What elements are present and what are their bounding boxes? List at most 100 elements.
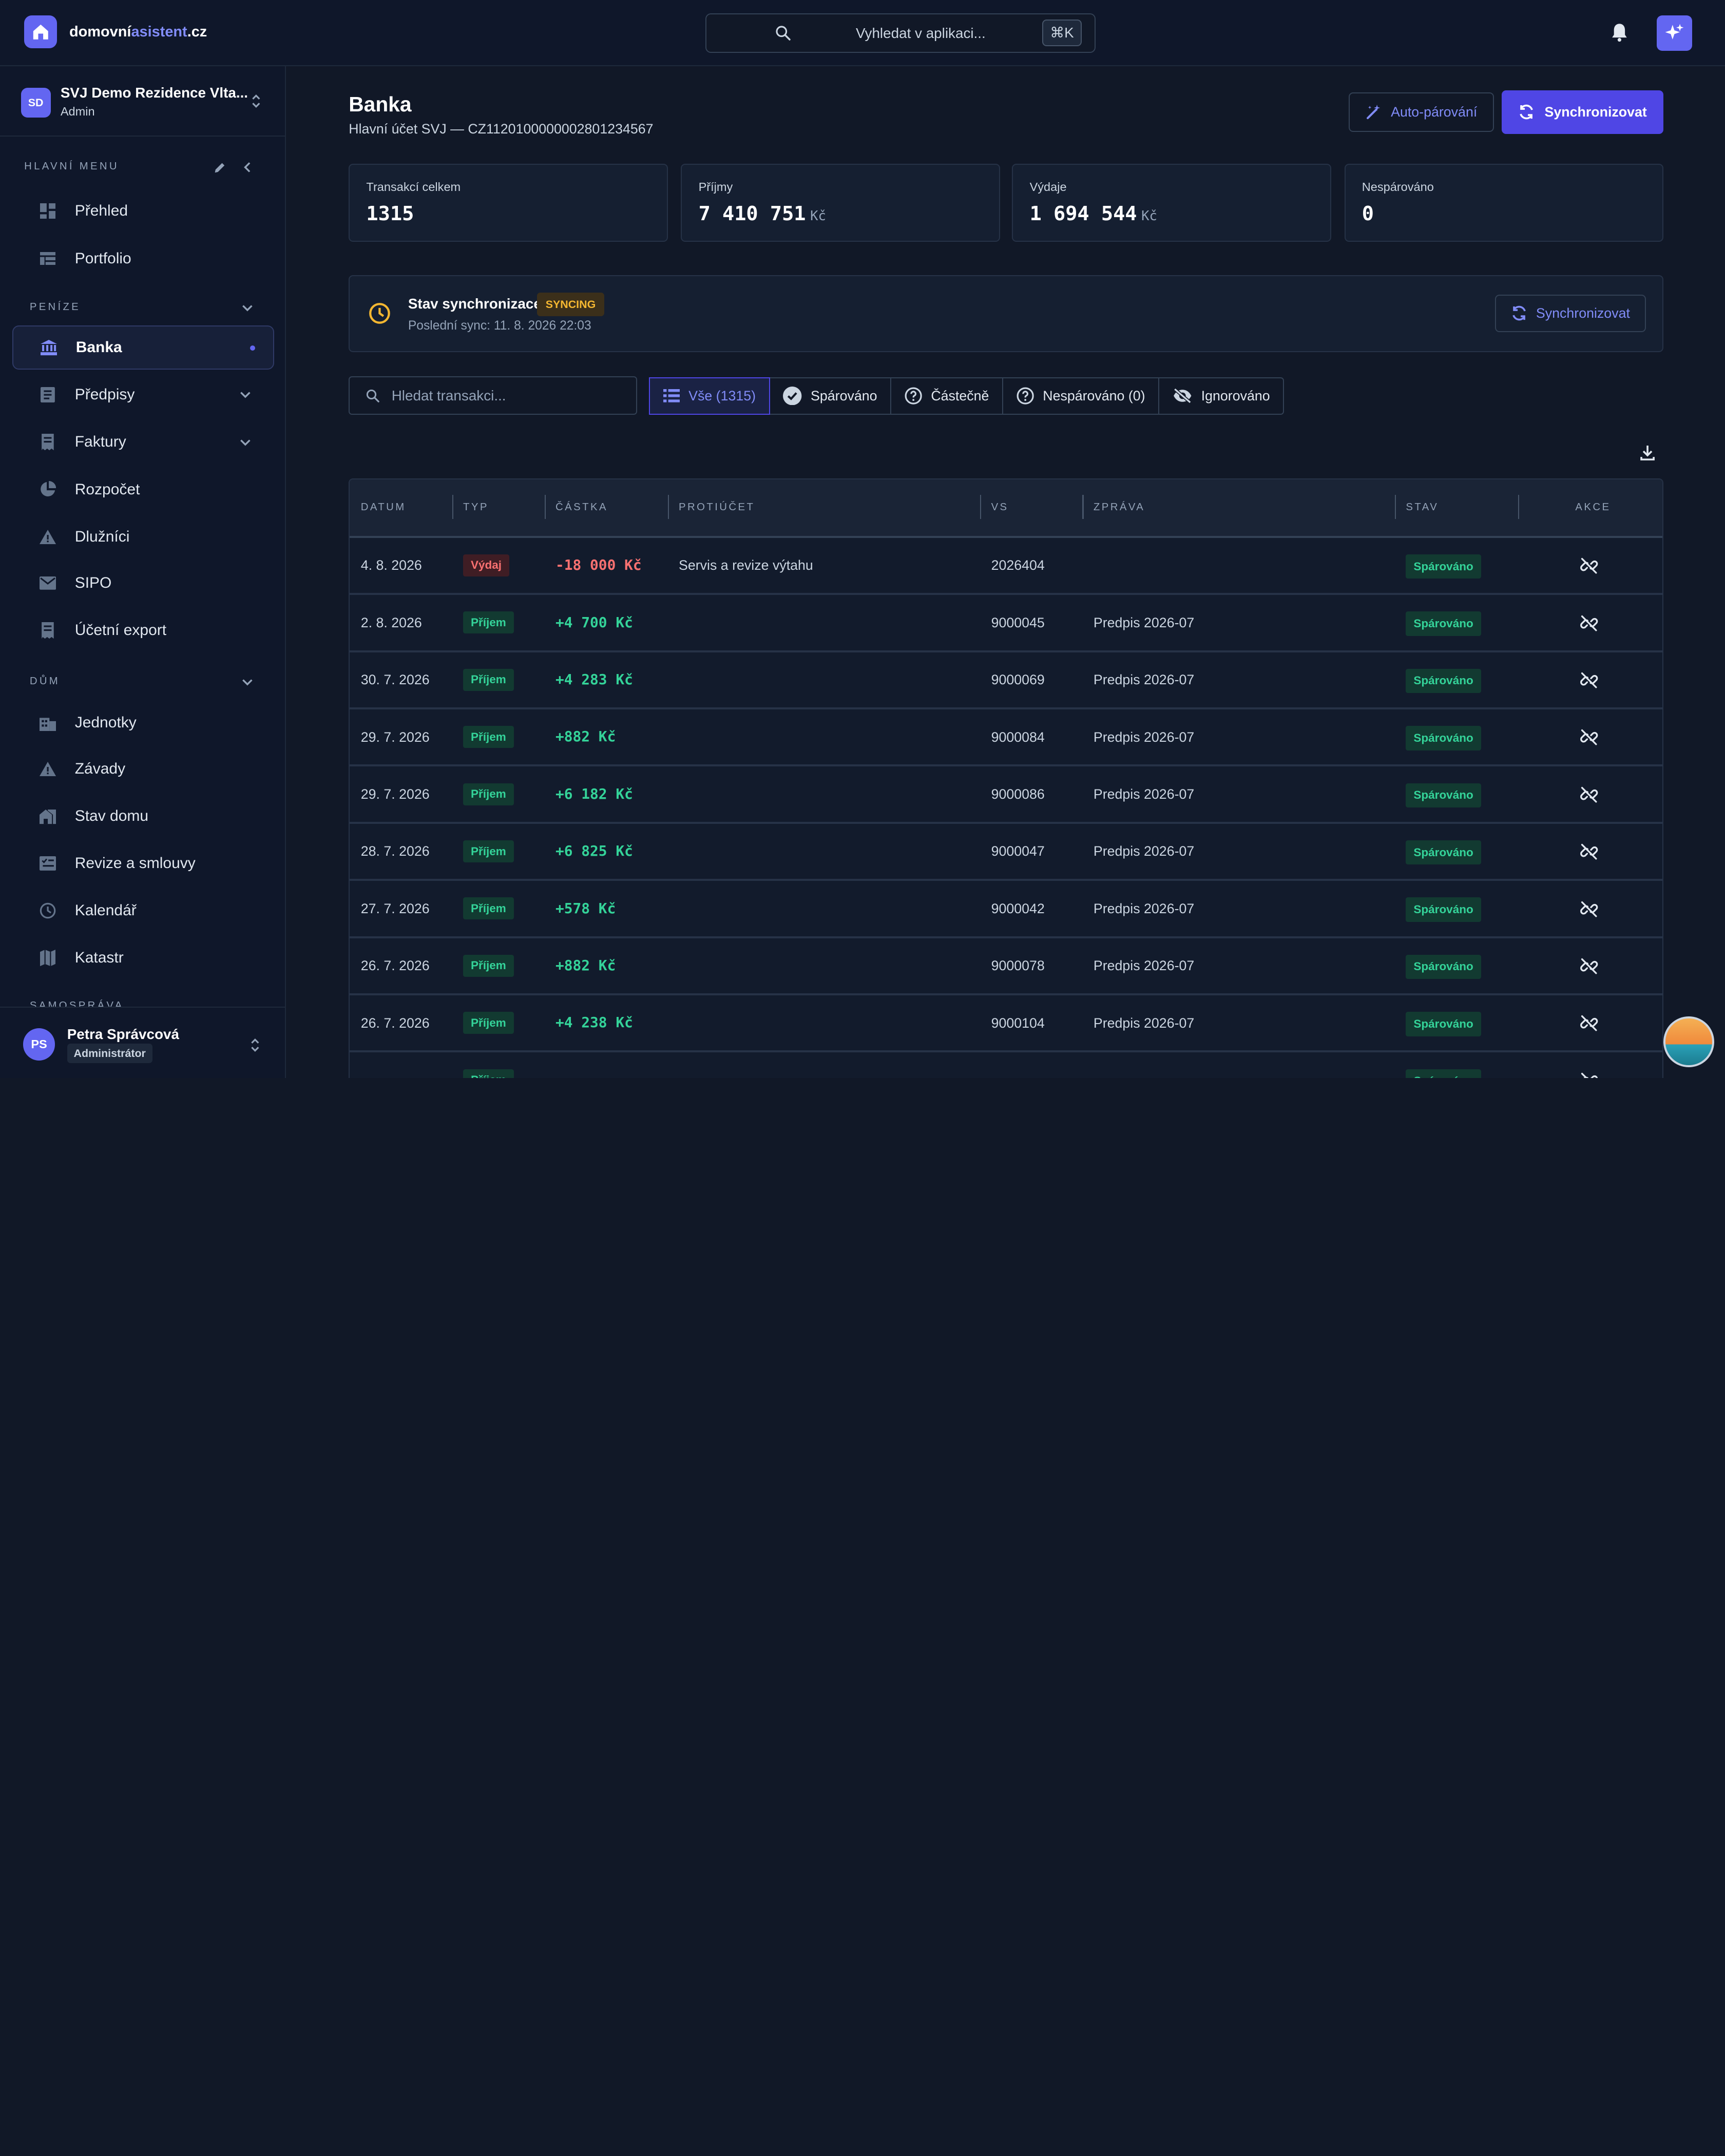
pencil-icon[interactable] (213, 161, 227, 175)
col-message[interactable]: ZPRÁVA (1093, 501, 1145, 513)
user-role-badge: Administrátor (67, 1044, 152, 1064)
col-counterparty[interactable]: PROTIÚČET (678, 501, 755, 513)
chevron-down-icon[interactable] (241, 301, 254, 315)
filter-unmatched[interactable]: Nespárováno (0) (1003, 378, 1160, 414)
brand-name: domovníasistent.cz (69, 23, 207, 40)
sidebar-item-portfolio[interactable]: Portfolio (12, 237, 274, 281)
table-row[interactable]: 2. 8. 2026 Příjem +4 700 Kč 9000045 Predpis … (350, 595, 1662, 652)
sidebar-item-label: Portfolio (74, 249, 131, 267)
table-row[interactable]: 29. 7. 2026 Příjem +6 182 Kč 9000086 Predpis… (350, 766, 1662, 824)
help-widget-avatar[interactable] (1663, 1016, 1714, 1067)
col-vs[interactable]: VS (991, 501, 1009, 513)
status-badge: SYNCING (536, 292, 605, 317)
unlink-icon[interactable] (1580, 785, 1598, 804)
table-row[interactable]: Příjem Spárováno (350, 1052, 1662, 1078)
col-type[interactable]: TYP (463, 501, 489, 513)
unlink-icon[interactable] (1580, 1071, 1598, 1078)
type-badge: Příjem (463, 897, 514, 920)
unlink-icon[interactable] (1580, 728, 1598, 746)
sidebar-item-prescriptions[interactable]: Předpisy (12, 373, 274, 417)
app-logo[interactable]: domovníasistent.cz (24, 15, 207, 49)
table-body: 4. 8. 2026 Výdaj -18 000 Kč Servis a revize… (350, 537, 1662, 1078)
column-divider[interactable] (544, 495, 546, 519)
filter-all[interactable]: Vše (1315) (649, 377, 770, 415)
sidebar-item-invoices[interactable]: Faktury (12, 420, 274, 465)
transaction-search-input[interactable] (391, 383, 623, 408)
column-divider[interactable] (1518, 495, 1520, 519)
building-icon (40, 715, 56, 731)
table-row[interactable]: 26. 7. 2026 Příjem +882 Kč 9000078 Predpis 2… (350, 938, 1662, 996)
table-row[interactable]: 28. 7. 2026 Příjem +6 825 Kč 9000047 Predpis… (350, 823, 1662, 881)
section-house[interactable]: DŮM (29, 675, 61, 687)
status-badge: Spárováno (1406, 1012, 1481, 1036)
sidebar-item-accounting-export[interactable]: Účetní export (12, 608, 274, 652)
sidebar-item-bank[interactable]: Banka (12, 325, 274, 370)
status-badge: Spárováno (1406, 954, 1481, 979)
chevron-left-icon[interactable] (241, 161, 254, 174)
filter-matched[interactable]: Spárováno (770, 378, 892, 414)
org-switcher[interactable]: SD SVJ Demo Rezidence Vlta... Admin (0, 66, 285, 137)
sidebar-item-overview[interactable]: Přehled (12, 189, 274, 234)
col-status[interactable]: STAV (1406, 501, 1439, 513)
filter-ignored[interactable]: Ignorováno (1159, 378, 1283, 414)
search-shortcut: ⌘K (1042, 20, 1082, 46)
table-row[interactable]: 30. 7. 2026 Příjem +4 283 Kč 9000069 Predpis… (350, 652, 1662, 709)
col-actions: AKCE (1575, 501, 1611, 513)
unlink-icon[interactable] (1580, 842, 1598, 861)
sidebar-item-debtors[interactable]: Dlužníci (12, 515, 274, 559)
unlink-icon[interactable] (1580, 556, 1598, 575)
unlink-icon[interactable] (1580, 614, 1598, 632)
table-row[interactable]: 27. 7. 2026 Příjem +578 Kč 9000042 Predpis 2… (350, 881, 1662, 938)
sidebar-item-units[interactable]: Jednotky (12, 701, 274, 745)
cell-amount: +882 Kč (555, 957, 616, 974)
bank-icon (41, 339, 57, 356)
unlink-icon[interactable] (1580, 671, 1598, 689)
table-row[interactable]: 29. 7. 2026 Příjem +882 Kč 9000084 Predpis 2… (350, 709, 1662, 767)
stat-card-income: Příjmy 7 410 751 Kč (681, 164, 1000, 242)
col-amount[interactable]: ČÁSTKA (555, 501, 608, 513)
sidebar-item-revisions[interactable]: Revize a smlouvy (12, 841, 274, 886)
sidebar-item-budget[interactable]: Rozpočet (12, 468, 274, 512)
chevron-down-icon[interactable] (241, 676, 254, 689)
search-icon (365, 388, 380, 403)
column-divider[interactable] (667, 495, 669, 519)
col-date[interactable]: DATUM (360, 501, 406, 513)
filter-partial[interactable]: Částečně (891, 378, 1004, 414)
cell-vs: 9000045 (991, 614, 1045, 630)
column-divider[interactable] (1082, 495, 1084, 519)
cell-date: 29. 7. 2026 (360, 786, 430, 802)
cell-date: 2. 8. 2026 (360, 614, 422, 630)
column-divider[interactable] (452, 495, 453, 519)
sidebar-item-sipo[interactable]: SIPO (12, 561, 274, 605)
column-divider[interactable] (1394, 495, 1396, 519)
ai-assistant-button[interactable] (1657, 15, 1692, 51)
user-menu[interactable]: PS Petra Správcová Administrátor (0, 1006, 285, 1078)
cell-vs: 9000104 (991, 1015, 1045, 1031)
bell-icon[interactable] (1608, 21, 1631, 43)
auto-match-button[interactable]: Auto-párování (1349, 92, 1494, 132)
global-search[interactable]: Vyhledat v aplikaci... ⌘K (705, 13, 1096, 53)
section-money[interactable]: PENÍZE (29, 301, 81, 313)
unlink-icon[interactable] (1580, 957, 1598, 975)
org-role: Admin (60, 104, 95, 118)
unlink-icon[interactable] (1580, 1014, 1598, 1032)
cell-amount: +4 238 Kč (555, 1014, 633, 1031)
sidebar-item-cadastre[interactable]: Katastr (12, 936, 274, 980)
page-title: Banka (349, 92, 412, 116)
sidebar-item-house-state[interactable]: Stav domu (12, 794, 274, 838)
sidebar-item-defects[interactable]: Závady (12, 747, 274, 791)
sidebar-item-label: Rozpočet (74, 480, 140, 498)
sidebar-item-calendar[interactable]: Kalendář (12, 889, 274, 933)
cell-message: Predpis 2026-07 (1093, 729, 1195, 745)
clock-icon (40, 902, 56, 919)
download-icon[interactable] (1639, 445, 1656, 461)
table-row[interactable]: 4. 8. 2026 Výdaj -18 000 Kč Servis a revize… (350, 537, 1662, 595)
sync-now-button[interactable]: Synchronizovat (1494, 295, 1646, 332)
column-divider[interactable] (980, 495, 982, 519)
unlink-icon[interactable] (1580, 900, 1598, 918)
transaction-search[interactable] (349, 376, 637, 415)
status-badge: Spárováno (1406, 668, 1481, 694)
table-row[interactable]: 26. 7. 2026 Příjem +4 238 Kč 9000104 Predpis… (350, 995, 1662, 1053)
sync-icon (1512, 306, 1526, 321)
sync-button[interactable]: Synchronizovat (1501, 90, 1663, 134)
